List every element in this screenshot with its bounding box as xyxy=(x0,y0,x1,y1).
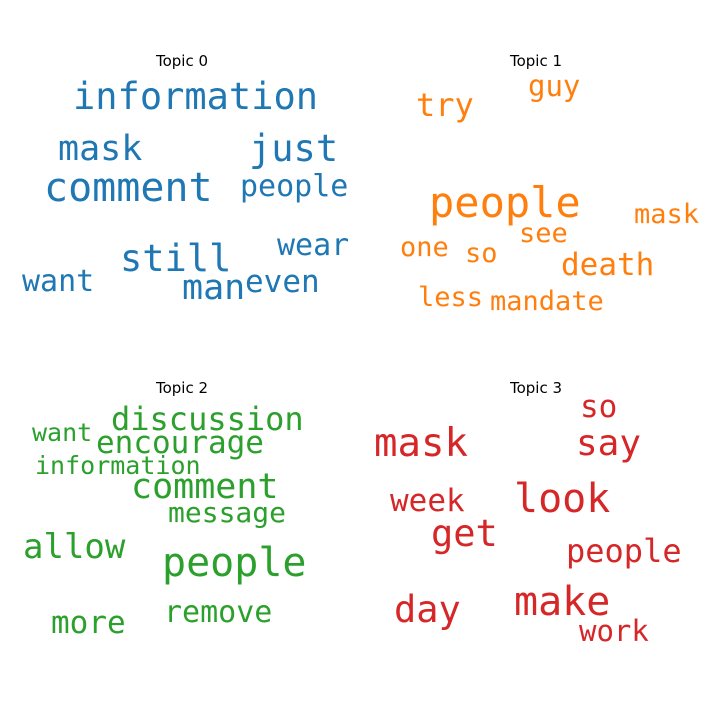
topic-1-word-try: try xyxy=(416,86,474,124)
topic-2-word-remove: remove xyxy=(164,595,273,630)
topic-1-title: Topic 1 xyxy=(509,52,563,70)
topic-3-word-week: week xyxy=(390,483,465,519)
topic-2-word-comment: comment xyxy=(131,467,279,507)
topic-0-word-even: even xyxy=(245,264,320,300)
topic-0-word-just: just xyxy=(249,127,339,170)
topic-3-word-make: make xyxy=(514,579,611,625)
topic-3-word-day: day xyxy=(394,588,461,631)
topic-1-word-mandate: mandate xyxy=(490,286,604,317)
topic-0-word-still: still xyxy=(120,237,232,280)
topic-1-word-so: so xyxy=(465,238,498,269)
topic-2-title: Topic 2 xyxy=(155,379,209,397)
topic-2-word-allow: allow xyxy=(23,527,126,567)
topic-2-word-more: more xyxy=(51,605,126,641)
topic-2-word-encourage: encourage xyxy=(96,425,264,461)
topic-1-word-people: people xyxy=(429,178,581,227)
topic-1-word-mask: mask xyxy=(634,199,700,230)
topic-3-word-work: work xyxy=(579,614,649,648)
topic-3-word-people: people xyxy=(566,532,682,570)
topic-0-word-man: man xyxy=(182,268,246,308)
topic-2-word-information: information xyxy=(35,451,201,480)
topic-3-word-look: look xyxy=(514,476,611,522)
topic-2-word-people: people xyxy=(162,540,307,586)
topic-0-title: Topic 0 xyxy=(155,52,209,70)
topic-1-word-guy: guy xyxy=(528,69,581,103)
topic-2-word-discussion: discussion xyxy=(111,400,304,438)
topic-1-word-less: less xyxy=(418,282,484,313)
topic-2-word-message: message xyxy=(168,496,287,529)
topic-2-word-want: want xyxy=(32,418,93,447)
topic-3-word-get: get xyxy=(431,512,498,555)
topic-1-word-death: death xyxy=(561,247,655,283)
topic-1-word-see: see xyxy=(519,218,568,249)
topic-0-word-wear: wear xyxy=(277,228,350,263)
topic-1-word-one: one xyxy=(400,232,449,263)
topic-3-title: Topic 3 xyxy=(509,379,563,397)
topic-0-word-comment: comment xyxy=(44,165,213,211)
topic-3-word-say: say xyxy=(576,423,642,464)
topic-0-word-people: people xyxy=(240,169,349,204)
topic-3-word-so: so xyxy=(580,389,618,425)
topic-0-word-information: information xyxy=(73,75,319,118)
topic-0-word-want: want xyxy=(22,264,95,299)
topic-0-word-mask: mask xyxy=(58,129,143,169)
topic-3-word-mask: mask xyxy=(374,421,468,466)
